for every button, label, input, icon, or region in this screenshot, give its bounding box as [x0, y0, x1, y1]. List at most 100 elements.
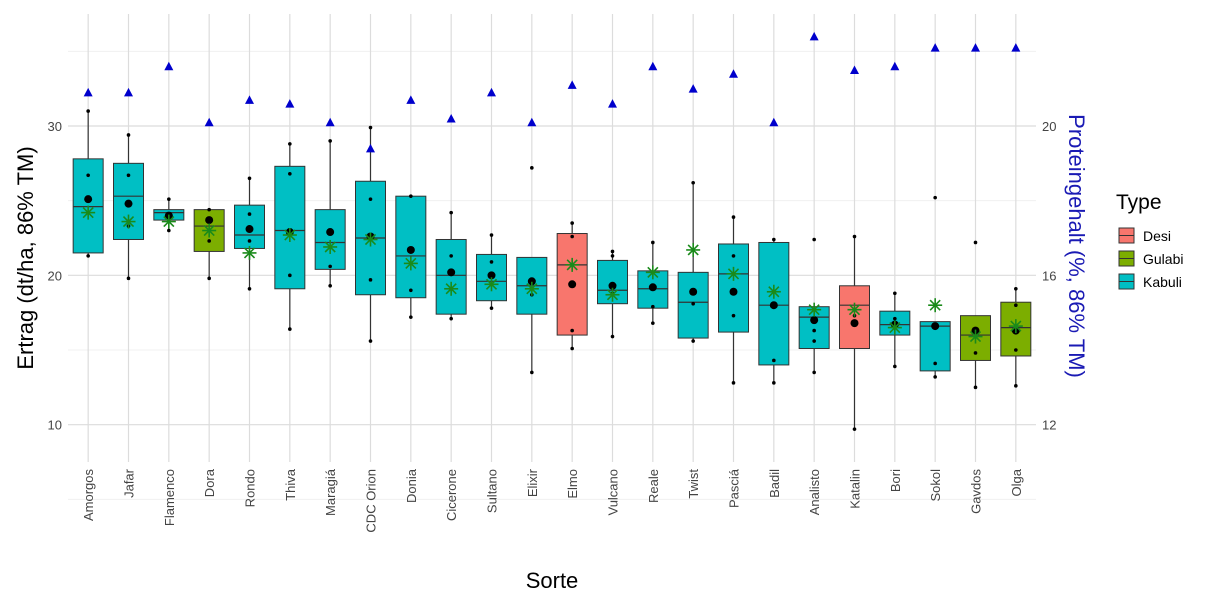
- mean-point: [487, 271, 496, 280]
- protein-marker: [850, 65, 859, 74]
- x-tick-label: Flamenco: [162, 469, 177, 526]
- data-point: [489, 306, 494, 310]
- star-marker: [363, 232, 378, 247]
- star-stroke: [405, 257, 417, 269]
- data-point: [1014, 286, 1018, 291]
- star-stroke: [889, 321, 901, 334]
- star-stroke: [324, 241, 336, 253]
- star-marker: [444, 281, 459, 296]
- x-tick-label: Pasciá: [727, 468, 742, 508]
- star-stroke: [243, 247, 256, 259]
- mean-point: [447, 268, 456, 277]
- data-point: [409, 288, 413, 293]
- x-tick-label: Analisto: [807, 469, 822, 515]
- protein-marker: [285, 99, 295, 108]
- data-point: [126, 173, 131, 178]
- legend-label: Gulabi: [1143, 251, 1183, 267]
- protein-marker: [446, 114, 456, 123]
- box-group: [798, 31, 830, 375]
- mean-point: [406, 245, 415, 254]
- x-tick-label: Bori: [888, 469, 903, 492]
- star-marker: [887, 320, 902, 335]
- y-axis-title: Ertrag (dt/ha, 86% TM): [13, 146, 38, 369]
- data-point: [973, 351, 978, 355]
- box-group: [637, 61, 669, 325]
- legend-title: Type: [1116, 191, 1162, 214]
- star-stroke: [969, 330, 982, 343]
- protein-marker: [487, 87, 496, 97]
- data-point: [247, 286, 252, 291]
- box-group: [718, 69, 749, 385]
- data-point: [812, 328, 816, 333]
- protein-marker: [366, 143, 375, 153]
- y2-tick-label: 20: [1042, 119, 1056, 134]
- y-tick-label: 20: [48, 268, 62, 283]
- data-point: [651, 240, 655, 245]
- box-group: [274, 99, 306, 331]
- star-stroke: [929, 299, 941, 311]
- box-group: [355, 125, 386, 343]
- data-point: [852, 234, 857, 239]
- mean-point: [689, 287, 698, 296]
- x-tick-label: Reale: [646, 469, 661, 503]
- box-group: [1000, 43, 1032, 388]
- data-point: [86, 254, 90, 258]
- box-group: [879, 61, 911, 369]
- box-group: [556, 80, 588, 351]
- data-point: [852, 427, 857, 431]
- star-marker: [565, 257, 580, 272]
- data-point: [288, 171, 292, 176]
- data-point: [86, 109, 90, 113]
- box-group: [919, 43, 951, 379]
- data-point: [86, 173, 90, 178]
- x-tick-label: Elixir: [525, 468, 540, 497]
- box-group: [516, 117, 548, 375]
- star-stroke: [808, 304, 820, 316]
- data-point: [368, 339, 373, 343]
- data-point: [731, 313, 736, 318]
- box-group: [113, 87, 144, 281]
- mean-point: [84, 195, 93, 204]
- mean-point: [931, 322, 940, 331]
- x-axis: Amorgos Jafar Flamenco Dora Rondo Thiva Maragi…: [81, 468, 1024, 532]
- box-group: [395, 95, 427, 319]
- data-point: [126, 276, 131, 281]
- data-point: [651, 321, 655, 325]
- data-point: [893, 364, 897, 369]
- mean-point: [648, 283, 657, 292]
- data-point: [126, 133, 131, 137]
- data-point: [368, 125, 373, 130]
- star-stroke: [848, 304, 861, 316]
- star-stroke: [163, 215, 175, 228]
- protein-marker: [809, 31, 819, 41]
- data-point: [610, 249, 615, 254]
- box-group: [476, 87, 507, 310]
- data-point: [610, 334, 615, 339]
- protein-marker: [325, 117, 335, 127]
- mean-point: [205, 216, 214, 225]
- protein-marker: [648, 61, 658, 71]
- data-point: [610, 254, 615, 258]
- x-tick-label: Twist: [686, 469, 701, 499]
- star-marker: [121, 214, 136, 229]
- star-marker: [807, 302, 822, 317]
- data-point: [328, 139, 332, 143]
- data-point: [933, 361, 937, 366]
- data-point: [489, 260, 494, 264]
- x-tick-label: Katalin: [848, 469, 863, 509]
- protein-marker: [83, 87, 93, 97]
- box: [314, 209, 346, 270]
- protein-marker: [245, 95, 254, 104]
- star-marker: [161, 214, 176, 229]
- legend-label: Desi: [1143, 228, 1171, 244]
- protein-marker: [890, 61, 900, 71]
- data-point: [368, 278, 373, 282]
- y-tick-label: 30: [48, 119, 62, 134]
- mean-point: [568, 280, 577, 289]
- star-marker: [686, 242, 701, 257]
- y2-axis-title: Proteingehalt (%, 86% TM): [1064, 114, 1089, 378]
- star-marker: [726, 266, 741, 281]
- data-point: [691, 301, 695, 306]
- x-tick-label: Thiva: [283, 468, 298, 501]
